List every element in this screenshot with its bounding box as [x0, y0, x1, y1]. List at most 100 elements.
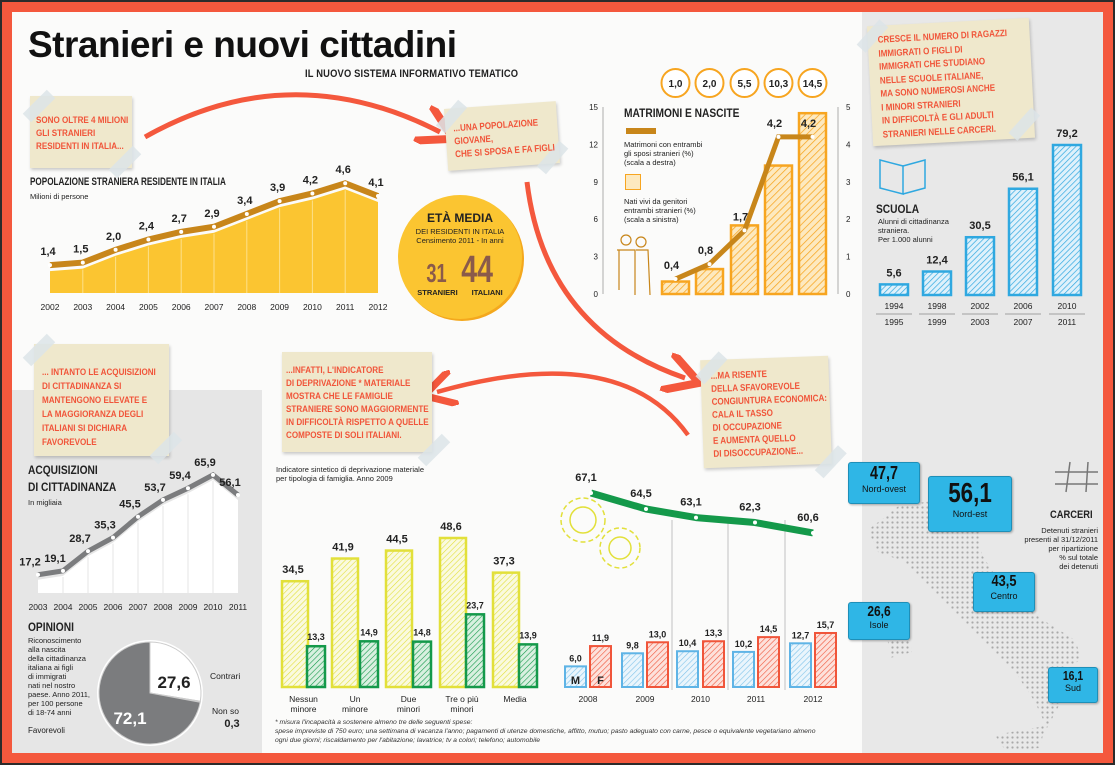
note-acquisizioni-text: ... INTANTO LE ACQUISIZIONI DI CITTADINAN…: [42, 367, 156, 448]
employment-value-label: 60,6: [797, 512, 818, 524]
population-point: [343, 181, 348, 186]
deprivation-category-label: Media: [503, 694, 526, 704]
deprivation-bar-green: [517, 643, 539, 689]
unemployment-year-label: 2009: [636, 694, 655, 704]
note-congiuntura: ...MA RISENTE DELLA SFAVOREVOLE CONGIUNTUR…: [695, 351, 847, 479]
births-value-label: 10,3: [769, 79, 789, 90]
unemployment-year-label: 2010: [691, 694, 710, 704]
employment-value-label: 62,3: [739, 502, 760, 514]
marriages-point: [707, 262, 712, 267]
bubble-nord-est: 56,1 Nord-est: [928, 476, 1012, 532]
deprivation-value-label: 48,6: [440, 521, 461, 533]
population-point: [179, 229, 184, 234]
deprivation-category-label: Due: [401, 694, 417, 704]
legend-line-swatch: [626, 128, 656, 134]
acquisizioni-value-label: 53,7: [144, 482, 165, 494]
pie-label-non-so: Non so: [212, 706, 239, 716]
unemployment-bar-male: [789, 642, 812, 689]
employment-value-label: 67,1: [575, 472, 596, 484]
left-axis-tick: 6: [594, 215, 599, 224]
bubble-centro: 43,5 Centro: [973, 572, 1035, 612]
population-point: [48, 263, 52, 268]
charts-canvas: 1,420021,520032,020042,420052,720062,920…: [19, 68, 1098, 750]
infographic: 1,4 2002 1,5 2003 2,0 2004 2,4 2005 2,7 2006 2,9 20…: [12, 12, 1103, 753]
acquisizioni-year-label: 2007: [129, 602, 148, 612]
book-icon: [879, 159, 926, 195]
opinioni-description: Riconoscimento alla nascita della cittadin…: [28, 636, 90, 717]
gears-icon: [560, 497, 641, 569]
population-year-label: 2008: [237, 302, 256, 312]
left-axis-tick: 9: [594, 178, 599, 187]
school-year-label: 2006: [1014, 301, 1033, 311]
chart-marks: 1,420021,520032,020042,420052,720062,920…: [19, 68, 1085, 746]
school-year-label: 2010: [1058, 301, 1077, 311]
acquisizioni-point: [111, 535, 115, 540]
births-value-circle: [763, 68, 794, 98]
unemployment-value-label: 13,3: [705, 628, 723, 638]
unemployment-value-label: 12,7: [792, 630, 810, 640]
employment-value-label: 64,5: [630, 488, 651, 500]
legend-bar-swatch: [625, 174, 641, 190]
deprivation-value-label: 41,9: [332, 542, 353, 554]
population-value-label: 4,1: [368, 177, 383, 189]
unemployment-value-label: 6,0: [569, 653, 582, 663]
acquisizioni-year-label: 2009: [179, 602, 198, 612]
deprivation-bar-green: [464, 613, 486, 689]
note-deprivazione-text: ...INFATTI, L'INDICATORE DI DEPRIVAZIONE …: [286, 365, 429, 441]
note-residenti-text: SONO OLTRE 4 MILIONI GLI STRANIERI RESIDEN…: [36, 115, 129, 152]
arrow-residenti-to-giovane: [143, 92, 440, 137]
deprivation-value-label: 34,5: [282, 564, 303, 576]
right-axis-tick: 2: [846, 215, 851, 224]
acquisizioni-point: [61, 568, 65, 573]
left-axis-tick: 3: [594, 253, 599, 262]
note-acquisizioni: ... INTANTO LE ACQUISIZIONI DI CITTADINAN…: [22, 333, 183, 465]
acquisizioni-value-label: 17,2: [19, 557, 40, 569]
population-year-label: 2010: [303, 302, 322, 312]
pie-label-favorevoli: Favorevoli: [28, 726, 65, 735]
acquisizioni-point: [161, 497, 165, 502]
deprivation-value-label: 13,3: [307, 632, 325, 642]
school-year-label: 1998: [928, 301, 947, 311]
deprivation-category-label: minore: [291, 704, 317, 714]
unemployment-bar-male: [676, 650, 699, 688]
births-bar: [797, 111, 828, 296]
deprivation-value-label: 14,9: [360, 627, 378, 637]
right-axis-tick: 4: [846, 140, 851, 149]
acquisizioni-value-label: 19,1: [44, 553, 65, 565]
population-point: [113, 247, 118, 252]
acquisizioni-point: [136, 514, 140, 519]
deprivation-category-label: Un: [350, 694, 361, 704]
school-bar: [1051, 143, 1083, 297]
deprivation-value-label: 37,3: [493, 556, 514, 568]
births-value-circle: [694, 68, 725, 98]
note-congiuntura-text: ...MA RISENTE DELLA SFAVOREVOLE CONGIUNTUR…: [710, 368, 828, 460]
eta-media-badge: ETÀ MEDIA DEI RESIDENTI IN ITALIA Censim…: [398, 195, 522, 319]
population-point: [244, 211, 249, 216]
school-value-label: 12,4: [926, 255, 948, 267]
population-value-label: 4,6: [336, 164, 351, 176]
population-year-label: 2009: [270, 302, 289, 312]
eta-stranieri-value: 31: [426, 258, 447, 288]
school-year-label: 1999: [928, 317, 947, 327]
births-bar: [660, 280, 691, 296]
school-bar: [921, 270, 953, 297]
arrow-giovane-to-congiuntura: [524, 181, 685, 378]
eta-media-census: Censimento 2011 - In anni: [416, 236, 504, 245]
school-value-label: 30,5: [969, 220, 990, 232]
acquisizioni-year-label: 2008: [154, 602, 173, 612]
school-value-label: 56,1: [1012, 172, 1033, 184]
population-year-label: 2012: [369, 302, 388, 312]
unemployment-value-label: 11,9: [592, 633, 609, 643]
population-year-label: 2005: [139, 302, 158, 312]
legend-matrimoni: Matrimoni con entrambi gli sposi stranier…: [624, 140, 703, 167]
unemployment-bar-male: [564, 665, 587, 688]
marriages-point: [673, 277, 678, 282]
note-deprivazione: ...INFATTI, L'INDICATORE DI DEPRIVAZIONE …: [282, 352, 451, 467]
population-point: [277, 199, 282, 204]
eta-media-title: ETÀ MEDIA: [427, 211, 493, 225]
pie-slice: [98, 641, 201, 745]
births-bar: [729, 224, 760, 296]
population-point: [146, 237, 151, 242]
population-value-label: 2,7: [172, 213, 187, 225]
right-axis-tick: 0: [846, 290, 851, 299]
